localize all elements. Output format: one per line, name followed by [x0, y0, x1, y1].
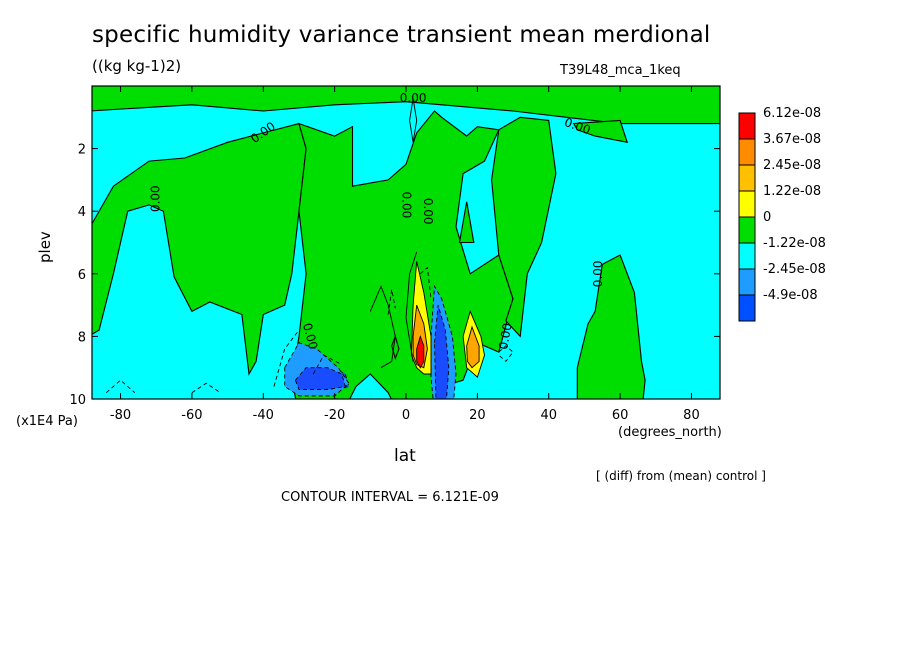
northern-positive-core	[466, 325, 480, 369]
x-tick-label: -20	[324, 408, 345, 423]
near-zero-regions	[92, 86, 720, 399]
equatorial-positive-core	[416, 334, 425, 369]
contour-line-a	[369, 285, 396, 369]
plot-fill	[92, 86, 720, 399]
northern-zero-tongue	[491, 116, 557, 338]
contour-label: 0.00	[400, 91, 427, 105]
colorbar-label: 0	[763, 210, 771, 225]
colorbar-swatch	[738, 138, 756, 166]
colorbar-label: 3.67e-08	[763, 132, 821, 147]
y-axis-ticks: 2 4 6 8 10	[69, 143, 720, 408]
y-tick-label: 6	[78, 268, 86, 283]
contour-label: 0.00	[399, 192, 413, 219]
equatorial-negative-core	[434, 304, 450, 399]
colorbar-label: -2.45e-08	[763, 262, 826, 277]
x-tick-label: -60	[181, 408, 202, 423]
y-tick-label: 4	[78, 205, 86, 220]
southern-zero-region	[92, 122, 307, 376]
y-tick-label: 8	[78, 330, 86, 345]
chart-title: specific humidity variance transient mea…	[92, 22, 711, 48]
run-id: T39L48_mca_1keq	[560, 63, 681, 78]
contour-label: 0.00	[591, 260, 605, 287]
positive-regions	[410, 261, 485, 378]
x-tick-label: 0	[402, 408, 410, 423]
northern-zero-region	[576, 254, 646, 399]
colorbar-label: 2.45e-08	[763, 158, 821, 173]
contour-line-c	[312, 354, 343, 375]
contour-line-g	[420, 266, 432, 299]
colorbar-swatch	[738, 294, 756, 322]
y-tick-label: 2	[78, 143, 86, 158]
contour-interval: CONTOUR INTERVAL = 6.121E-09	[281, 490, 499, 505]
colorbar-label: 1.22e-08	[763, 184, 821, 199]
contour-line-i	[387, 289, 396, 315]
colorbar-label: -4.9e-08	[763, 288, 818, 303]
upper-zero-band	[92, 86, 720, 125]
colorbar-label: -1.22e-08	[763, 236, 826, 251]
negative-regions	[284, 284, 457, 399]
contour-label: 0.00	[300, 322, 320, 351]
colorbar: 6.12e-08 3.67e-08 2.45e-08 1.22e-08 0 -1.22e-…	[738, 106, 826, 322]
x-tick-label: 80	[683, 408, 700, 423]
x-tick-label: 40	[540, 408, 557, 423]
x-axis-label: lat	[394, 446, 416, 466]
diff-note: [ (diff) from (mean) control ]	[596, 469, 766, 483]
contour-line-e	[106, 379, 136, 394]
small-zero-region	[458, 201, 475, 244]
contour-labels: 0.000.000.00 0.00 0.000.00 0.000.000.00	[149, 91, 606, 351]
x-tick-label: -40	[253, 408, 274, 423]
colorbar-swatch	[738, 164, 756, 192]
contour-line-b	[405, 251, 418, 362]
y-axis-label: plev	[36, 231, 54, 263]
colorbar-label: 6.12e-08	[763, 106, 821, 121]
y-tick-label: 10	[69, 393, 86, 408]
contour-line-f	[191, 382, 221, 394]
contour-line-j	[409, 98, 418, 143]
x-tick-label: 60	[612, 408, 629, 423]
colorbar-swatch	[738, 216, 756, 244]
colorbar-swatch	[738, 190, 756, 218]
colorbar-swatch	[738, 112, 756, 140]
x-axis-units: (degrees_north)	[618, 425, 722, 440]
contour-lines	[106, 98, 514, 394]
x-tick-label: -80	[110, 408, 131, 423]
southern-negative-core-top	[294, 367, 346, 391]
contour-label: 0.00	[421, 198, 435, 225]
upper-north-strip	[572, 119, 629, 144]
contour-label: 0.00	[149, 185, 163, 212]
contour-label: 0.00	[496, 322, 514, 351]
colorbar-swatch	[738, 268, 756, 296]
colorbar-swatch	[738, 242, 756, 270]
y-axis-units: (x1E4 Pa)	[16, 414, 78, 429]
tiny-zero-region	[391, 334, 400, 361]
x-tick-label: 20	[469, 408, 486, 423]
x-axis-ticks: -80 -60 -40 -20 0 20 40 60 80	[110, 86, 700, 423]
chart-units: ((kg kg-1)2)	[92, 57, 182, 75]
